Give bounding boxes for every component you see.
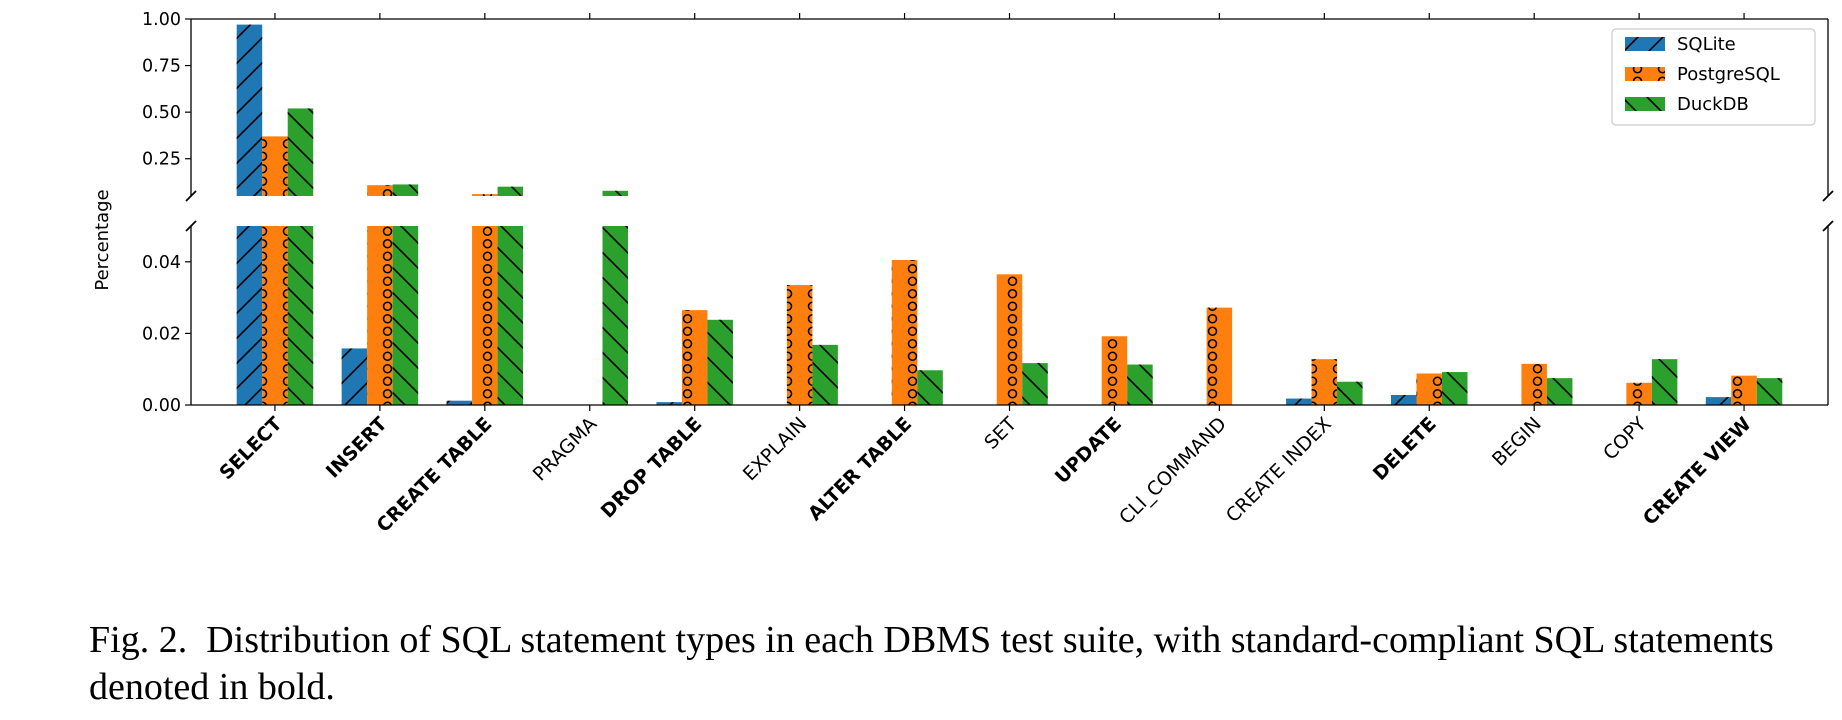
bar-duckdb-begin-hatch xyxy=(1546,378,1573,405)
bar-duckdb-select-upper-hatch xyxy=(287,108,314,196)
legend-label: PostgreSQL xyxy=(1677,64,1780,85)
axis-break-mark xyxy=(1822,190,1834,202)
bar-duckdb-set-hatch xyxy=(1022,363,1048,405)
upper-y-tick-label: 0.75 xyxy=(142,57,181,77)
bar-chart: Percentage 0.25 0.50 0.75 1.00 0.00 0.02 0.04… xyxy=(92,10,1834,537)
axis-break-mark xyxy=(185,220,197,232)
legend-item-postgresql: PostgreSQL xyxy=(1625,64,1780,85)
legend-item-sqlite: SQLite xyxy=(1625,34,1736,55)
bar-postgresql-insert-hatch xyxy=(367,226,393,405)
bar-sqlite-create-table-hatch xyxy=(446,400,473,405)
bar-postgresql-explain-hatch xyxy=(786,285,813,405)
bar-postgresql-create-index-hatch xyxy=(1311,359,1338,405)
legend-label: DuckDB xyxy=(1677,94,1749,115)
bar-duckdb-select-hatch xyxy=(287,226,314,405)
bar-postgresql-alter-table-hatch xyxy=(891,260,918,405)
axis-break-mark xyxy=(185,190,197,202)
bar-postgresql-delete-hatch xyxy=(1416,373,1442,405)
bar-postgresql-begin-hatch xyxy=(1521,363,1547,405)
bar-duckdb-create-table-upper-hatch xyxy=(497,186,524,196)
bar-sqlite-select-upper-hatch xyxy=(236,24,263,196)
bar-sqlite-drop-table-hatch xyxy=(656,402,682,405)
bar-duckdb-delete-hatch xyxy=(1441,372,1468,405)
bar-postgresql-cli-command-hatch xyxy=(1206,307,1233,405)
bar-duckdb-alter-table-hatch xyxy=(917,370,943,405)
bar-sqlite-create-index-hatch xyxy=(1286,398,1312,405)
bar-duckdb-drop-table-hatch xyxy=(707,319,733,405)
bar-postgresql-update-hatch xyxy=(1101,336,1128,405)
bar-duckdb-explain-hatch xyxy=(812,344,838,405)
x-tick-label-create-view: CREATE VIEW xyxy=(1639,413,1756,530)
x-tick-label-insert: INSERT xyxy=(322,413,392,483)
legend-swatch-hatch xyxy=(1625,37,1665,51)
bar-postgresql-select-hatch xyxy=(262,226,288,405)
x-tick-label-select: SELECT xyxy=(215,413,286,484)
legend-swatch-hatch xyxy=(1625,67,1665,81)
upper-y-tick-label: 1.00 xyxy=(142,10,181,30)
x-tick-label-drop-table: DROP TABLE xyxy=(597,413,707,523)
bar-duckdb-insert-hatch xyxy=(392,226,419,405)
bar-postgresql-create-table-upper-hatch xyxy=(472,194,498,196)
bar-sqlite-delete-hatch xyxy=(1390,394,1417,405)
legend: SQLite PostgreSQL DuckDB xyxy=(1611,28,1816,126)
bar-postgresql-set-hatch xyxy=(996,274,1023,405)
caption-label: Fig. 2. xyxy=(89,619,188,661)
bar-duckdb-update-hatch xyxy=(1127,364,1153,405)
legend-item-duckdb: DuckDB xyxy=(1625,94,1749,115)
upper-y-tick-label: 0.25 xyxy=(142,150,181,170)
x-tick-label-pragma: PRAGMA xyxy=(529,413,602,486)
bar-duckdb-create-view-hatch xyxy=(1756,378,1783,405)
y-axis-label: Percentage xyxy=(92,189,113,290)
bar-duckdb-insert-upper-hatch xyxy=(392,184,419,196)
x-tick-label-cli-command: CLI_COMMAND xyxy=(1115,413,1231,529)
bar-duckdb-pragma-upper-hatch xyxy=(602,190,629,196)
lower-y-tick-label: 0.00 xyxy=(142,396,181,416)
upper-y-tick-label: 0.50 xyxy=(142,103,181,123)
bar-duckdb-copy-hatch xyxy=(1651,359,1678,405)
bar-duckdb-create-index-hatch xyxy=(1337,381,1363,405)
x-tick-label-alter-table: ALTER TABLE xyxy=(804,413,916,525)
legend-swatch-hatch xyxy=(1625,97,1665,111)
x-tick-label-begin: BEGIN xyxy=(1488,413,1546,471)
upper-panel: 0.25 0.50 0.75 1.00 xyxy=(142,10,1834,202)
bar-postgresql-copy-hatch xyxy=(1626,382,1652,405)
legend-label: SQLite xyxy=(1677,34,1736,55)
x-tick-label-copy: COPY xyxy=(1599,413,1651,465)
bar-postgresql-create-view-hatch xyxy=(1731,375,1757,405)
bar-duckdb-create-table-hatch xyxy=(497,226,524,405)
x-tick-label-delete: DELETE xyxy=(1369,413,1441,485)
bar-postgresql-drop-table-hatch xyxy=(681,310,708,405)
x-tick-label-update: UPDATE xyxy=(1051,413,1126,488)
x-tick-label-set: SET xyxy=(980,413,1021,454)
bar-sqlite-select-hatch xyxy=(236,226,263,405)
bar-sqlite-create-view-hatch xyxy=(1705,397,1732,405)
x-tick-label-create-index: CREATE INDEX xyxy=(1222,413,1336,527)
bar-sqlite-insert-hatch xyxy=(341,348,368,405)
lower-y-tick-label: 0.02 xyxy=(142,324,181,344)
bar-postgresql-create-table-hatch xyxy=(472,226,498,405)
figure-caption: Fig. 2. Distribution of SQL statement ty… xyxy=(89,617,1829,711)
bar-postgresql-select-upper-hatch xyxy=(262,136,288,196)
caption-text: Distribution of SQL statement types in e… xyxy=(89,619,1774,708)
lower-panel: 0.00 0.02 0.04 xyxy=(142,220,1834,416)
axis-break-mark xyxy=(1822,220,1834,232)
bar-postgresql-insert-upper-hatch xyxy=(367,185,393,196)
x-tick-label-explain: EXPLAIN xyxy=(739,413,811,485)
lower-y-tick-label: 0.04 xyxy=(142,253,181,273)
x-tick-label-create-table: CREATE TABLE xyxy=(373,413,497,537)
bar-duckdb-pragma-hatch xyxy=(602,226,629,405)
